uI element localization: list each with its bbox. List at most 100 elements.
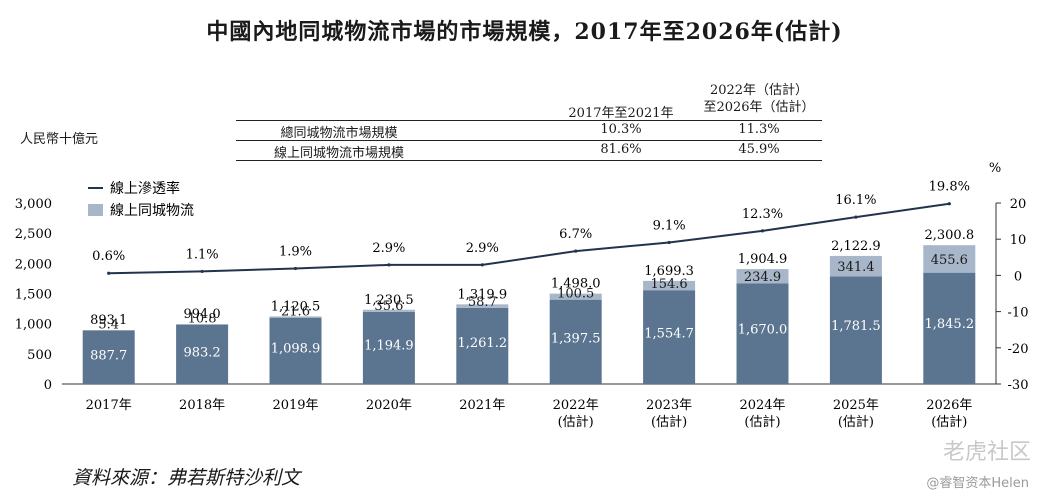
bar-online-label: 455.6 — [931, 253, 968, 268]
penetration-point — [854, 215, 858, 219]
cagr-header-period-2: 2022年（估計） 至2026年（估計） — [696, 82, 822, 116]
x-tick-sublabel: (估計) — [931, 414, 967, 430]
bar-total-label: 1,498.0 — [551, 277, 601, 292]
x-tick-label: 2021年 — [459, 398, 505, 413]
penetration-point — [574, 249, 578, 253]
bar-online-label: 100.5 — [557, 287, 594, 302]
chart-title: 中國內地同城物流市場的市場規模，2017年至2026年(估計) — [206, 19, 843, 45]
x-tick-label: 2020年 — [366, 398, 412, 413]
y-right-tick-label: -30 — [1008, 378, 1029, 393]
y-left-tick-label: 500 — [27, 348, 52, 363]
y-left-tick-label: 3,000 — [15, 197, 52, 212]
bar-offline — [549, 299, 602, 384]
bar-total-label: 994.0 — [183, 307, 220, 322]
legend-box-swatch — [88, 204, 103, 216]
bar-online — [643, 280, 696, 291]
bar-online — [829, 255, 882, 277]
bar-offline — [923, 272, 976, 384]
bar-offline-label: 1,098.9 — [271, 342, 321, 357]
penetration-label: 0.6% — [92, 249, 125, 264]
bar-online — [176, 324, 229, 325]
bar-offline — [176, 324, 229, 384]
watermark-sub: @睿智资本Helen — [926, 476, 1029, 491]
x-tick-label: 2019年 — [272, 398, 318, 413]
cagr-header-period-1: 2017年至2021年 — [568, 106, 674, 121]
bar-offline-label: 1,554.7 — [644, 326, 694, 341]
cagr-row-online: 線上同城物流市場規模 81.6% 45.9% — [236, 140, 822, 161]
bar-online — [549, 293, 602, 300]
cagr-row-total: 總同城物流市場規模 10.3% 11.3% — [236, 120, 822, 141]
bar-total-label: 1,904.9 — [738, 252, 788, 267]
y-left-tick-label: 1,500 — [15, 288, 52, 303]
bar-online — [736, 269, 789, 284]
y-left-tick-label: 2,500 — [15, 227, 52, 242]
penetration-label: 19.8% — [929, 180, 970, 195]
x-tick-label: 2025年 — [833, 398, 879, 413]
cagr-row-label: 總同城物流市場規模 — [280, 126, 398, 141]
y-right-unit: % — [989, 161, 1001, 176]
bar-offline — [643, 290, 696, 384]
bar-total-label: 893.1 — [90, 313, 127, 328]
x-tick-sublabel: (估計) — [558, 414, 594, 430]
penetration-point — [200, 269, 204, 274]
bar-online — [923, 245, 976, 273]
x-tick-sublabel: (估計) — [838, 414, 874, 430]
bar-online — [362, 309, 415, 312]
x-tick-label: 2017年 — [86, 398, 132, 413]
cagr-value: 10.3% — [600, 122, 642, 137]
cagr-table: 2017年至2021年 2022年（估計） 至2026年（估計） 總同城物流市場… — [236, 78, 822, 161]
x-tick-label: 2026年 — [926, 398, 972, 413]
penetration-label: 1.9% — [279, 245, 312, 260]
penetration-point — [293, 266, 298, 271]
cagr-value: 45.9% — [738, 142, 780, 157]
cagr-header-period-2-line2: 至2026年（估計） — [703, 100, 815, 115]
penetration-label: 6.7% — [559, 227, 592, 242]
y-left-tick-label: 2,000 — [15, 257, 52, 272]
y-axis-unit-label: 人民幣十億元 — [20, 132, 99, 147]
bar-total-label: 1,699.3 — [644, 264, 694, 279]
x-tick-sublabel: (估計) — [651, 414, 687, 430]
bar-online — [456, 304, 509, 308]
penetration-label: 1.1% — [186, 247, 219, 262]
x-tick-label: 2022年 — [553, 398, 599, 413]
bar-online-label: 5.4 — [98, 317, 119, 332]
source-note: 資料來源：弗若斯特沙利文 — [72, 467, 301, 489]
bar-offline — [829, 276, 882, 384]
penetration-label: 16.1% — [835, 193, 876, 208]
bar-online-label: 10.8 — [188, 312, 217, 327]
bar-online-label: 35.6 — [374, 299, 403, 314]
bar-online-label: 154.6 — [650, 277, 687, 292]
bar-total-label: 1,120.5 — [271, 299, 321, 314]
cagr-value: 11.3% — [738, 122, 780, 137]
penetration-line — [108, 202, 950, 275]
bar-offline-label: 1,781.5 — [831, 319, 881, 334]
penetration-label: 12.3% — [742, 207, 783, 222]
penetration-label: 2.9% — [372, 241, 405, 256]
penetration-label: 2.9% — [466, 241, 499, 256]
bar-offline-label: 1,845.2 — [924, 317, 974, 332]
bar-online-label: 341.4 — [837, 260, 874, 275]
y-left-tick-label: 1,000 — [15, 318, 52, 333]
y-right-tick-label: 20 — [1010, 197, 1027, 212]
bar-online — [269, 316, 322, 318]
penetration-point — [107, 271, 111, 275]
x-tick-sublabel: (估計) — [744, 414, 780, 430]
y-right-tick-label: 10 — [1010, 233, 1027, 248]
bar-total-label: 2,300.8 — [924, 228, 974, 243]
penetration-point — [947, 202, 951, 206]
y-left-tick-label: 0 — [44, 378, 52, 393]
bar-offline-label: 1,194.9 — [364, 338, 414, 353]
penetration-point — [760, 229, 765, 233]
bar-total-label: 1,230.5 — [364, 293, 414, 308]
cagr-value: 81.6% — [600, 142, 642, 157]
bar-offline-label: 1,670.0 — [738, 323, 788, 338]
cagr-header-period-2-line1: 2022年（估計） — [709, 83, 809, 98]
bar-online-label: 234.9 — [744, 270, 781, 285]
x-tick-label: 2018年 — [179, 398, 225, 413]
bar-offline — [82, 330, 135, 384]
penetration-point — [387, 263, 391, 267]
bar-offline — [456, 307, 509, 384]
bar-total-label: 2,122.9 — [831, 239, 881, 254]
bar-offline — [269, 317, 322, 384]
